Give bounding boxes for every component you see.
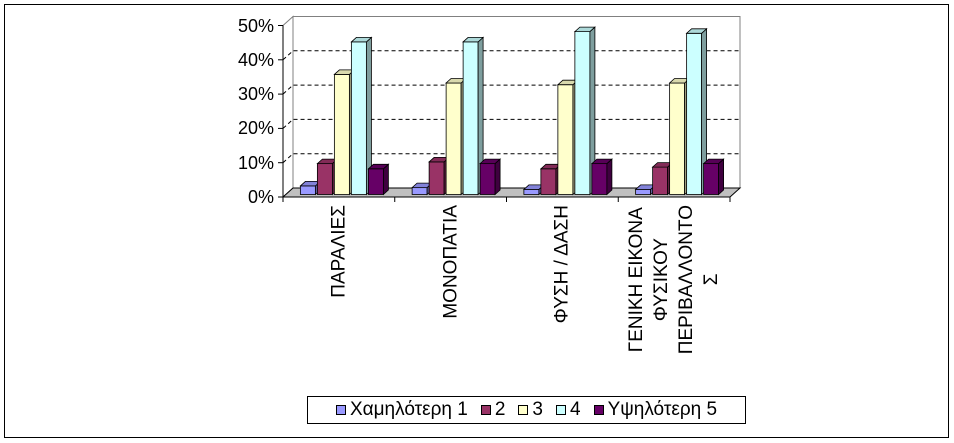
legend-label-5: Υψηλότερη 5 [607,399,718,420]
bar-top-face [685,28,708,34]
bar-cat-3-series-4 [573,26,596,196]
bar-front-face [574,31,591,195]
bar-side-face [382,163,389,196]
bar-front-face [333,74,350,195]
bar-front-face [635,188,652,195]
bar-front-face [445,82,462,195]
y-tick-label-10: 10% [237,152,274,173]
bar-front-face [316,163,333,195]
bar-side-face [606,158,613,196]
y-tick-label-0: 0% [247,187,274,207]
bar-front-face [462,41,479,195]
legend-item-3: 3 [518,399,543,421]
bar-cat-4-series-4 [685,27,708,196]
bar-cat-3-series-5 [590,158,613,196]
bar-front-face [367,168,384,195]
legend: Χαμηλότερη 1 2 3 4 Υψηλότερη 5 [307,396,746,424]
bar-front-face [703,163,720,195]
bar-front-face [523,188,540,195]
legend-item-2: 2 [480,399,506,421]
x-tick-label-4: ΓΕΝΙΚΗ ΕΙΚΟΝΑ ΦΥΣΙΚΟΥ ΠΕΡΙΒΑΛΛΟΝΤΟ Σ [626,205,723,355]
bar-top-face [350,37,373,43]
side-wall [282,15,294,199]
bar-front-face [428,161,445,195]
chart-frame [4,4,949,438]
y-tick-label-40: 40% [237,49,274,70]
x-tick-label-1: ΠΑΡΑΛΙΕΣ [328,205,350,298]
legend-item-1: Χαμηλότερη 1 [335,399,468,421]
legend-swatch-5 [593,405,604,415]
legend-item-4: 4 [555,399,581,421]
bar-front-face [557,84,574,195]
bar-front-face [411,187,428,195]
legend-swatch-3 [518,405,529,415]
bar-top-face [702,158,725,165]
bar-front-face [350,41,367,195]
bar-cat-1-series-5 [367,163,390,196]
bar-cat-2-series-4 [462,36,485,196]
x-tick-label-2: ΜΟΝΟΠΑΤΙΑ [440,205,462,319]
bar-top-face [367,163,390,170]
bar-top-face [590,158,613,165]
bar-cat-2-series-5 [479,158,502,196]
legend-item-5: Υψηλότερη 5 [593,399,718,421]
bar-top-face [573,26,596,33]
legend-swatch-4 [555,405,566,415]
bar-cat-1-series-4 [350,36,373,196]
legend-label-4: 4 [569,399,581,420]
legend-label-1: Χαμηλότερη 1 [349,399,468,420]
bar-side-face [718,158,724,196]
legend-swatch-2 [480,405,491,415]
legend-label-3: 3 [532,399,543,420]
bar-side-face [494,158,501,196]
bar-front-face [479,163,496,195]
bar-front-face [540,168,557,195]
y-tick-label-50: 50% [237,15,274,36]
legend-label-2: 2 [494,399,506,420]
bar-front-face [591,163,608,195]
bar-top-face [479,158,502,165]
y-tick-label-30: 30% [237,84,274,105]
bar-front-face [686,32,703,195]
x-tick-label-3: ΦΥΣΗ / ΔΑΣΗ [551,205,573,324]
y-tick-label-20: 20% [237,118,274,139]
bar-front-face [652,166,669,195]
bar-front-face [669,82,686,195]
legend-swatch-1 [335,405,346,415]
bar-front-face [299,185,316,195]
bar-top-face [462,37,485,43]
bar-cat-4-series-5 [702,158,725,196]
